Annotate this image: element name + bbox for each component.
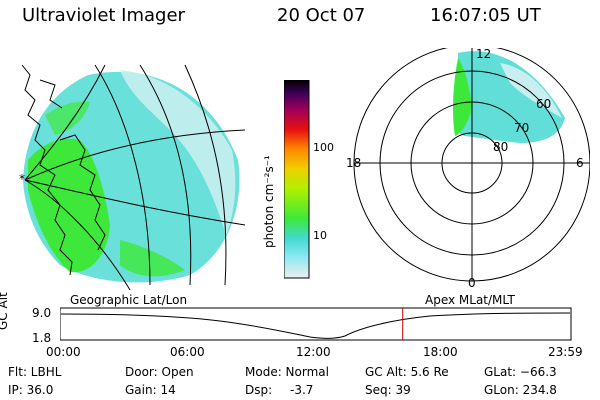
mlt-label-12: 12 xyxy=(476,47,492,61)
timeline-x-tick-12: 12:00 xyxy=(296,345,331,359)
timeline-y-tick-9.0: 9.0 xyxy=(32,306,52,320)
mlt-label-0: 0 xyxy=(468,276,476,290)
timeline-x-tick-2359: 23:59 xyxy=(548,345,583,359)
seq-value: Seq: 39 xyxy=(365,383,411,397)
mlat-label-80: 80 xyxy=(493,140,509,154)
mlt-label-18: 18 xyxy=(346,156,362,170)
dsp-label: Dsp: xyxy=(245,383,273,397)
polar-grid xyxy=(353,48,590,282)
dsp-value: -3.7 xyxy=(290,383,314,397)
instrument-title: Ultraviolet Imager xyxy=(22,5,185,26)
polar-emission xyxy=(453,51,565,143)
polar-mlat-mlt-plot xyxy=(353,48,590,282)
observation-time: 16:07:05 UT xyxy=(430,5,541,26)
grid-pole-marker: * xyxy=(19,172,25,186)
colorbar-unit-label: photon cm⁻²s⁻¹ xyxy=(262,155,276,248)
altitude-curve xyxy=(60,312,571,339)
glon-value: GLon: 234.8 xyxy=(484,383,557,397)
geographic-label: Geographic Lat/Lon xyxy=(70,293,188,307)
ip-value: IP: 36.0 xyxy=(8,383,54,397)
flt-value: Flt: LBHL xyxy=(8,365,62,379)
colorbar xyxy=(284,80,310,279)
lat-lon-grid xyxy=(24,64,246,290)
timeline-x-tick-06: 06:00 xyxy=(170,345,205,359)
geographic-image-panel: * xyxy=(19,64,246,290)
timeline-y-axis-label: GC Alt xyxy=(0,292,10,330)
timeline-y-tick-1.8: 1.8 xyxy=(32,331,52,345)
observation-date: 20 Oct 07 xyxy=(277,5,366,26)
timeline-x-tick-18: 18:00 xyxy=(423,345,458,359)
mlt-label-6: 6 xyxy=(576,156,584,170)
door-value: Door: Open xyxy=(125,365,194,379)
mlat-label-70: 70 xyxy=(514,121,530,135)
gc-alt-value: GC Alt: 5.6 Re xyxy=(365,365,449,379)
apex-label: Apex MLat/MLT xyxy=(425,293,515,307)
mlat-label-60: 60 xyxy=(536,97,552,111)
gain-value: Gain: 14 xyxy=(125,383,176,397)
timeline-frame xyxy=(60,307,572,341)
auroral-emission-map xyxy=(23,70,240,283)
altitude-timeline-plot xyxy=(60,307,572,341)
glat-value: GLat: −66.3 xyxy=(484,365,557,379)
colorbar-tick-100: 100 xyxy=(313,141,334,154)
timeline-x-tick-00: 00:00 xyxy=(46,345,81,359)
coastline xyxy=(21,64,106,276)
colorbar-tick-10: 10 xyxy=(313,229,327,242)
mode-value: Mode: Normal xyxy=(245,365,329,379)
